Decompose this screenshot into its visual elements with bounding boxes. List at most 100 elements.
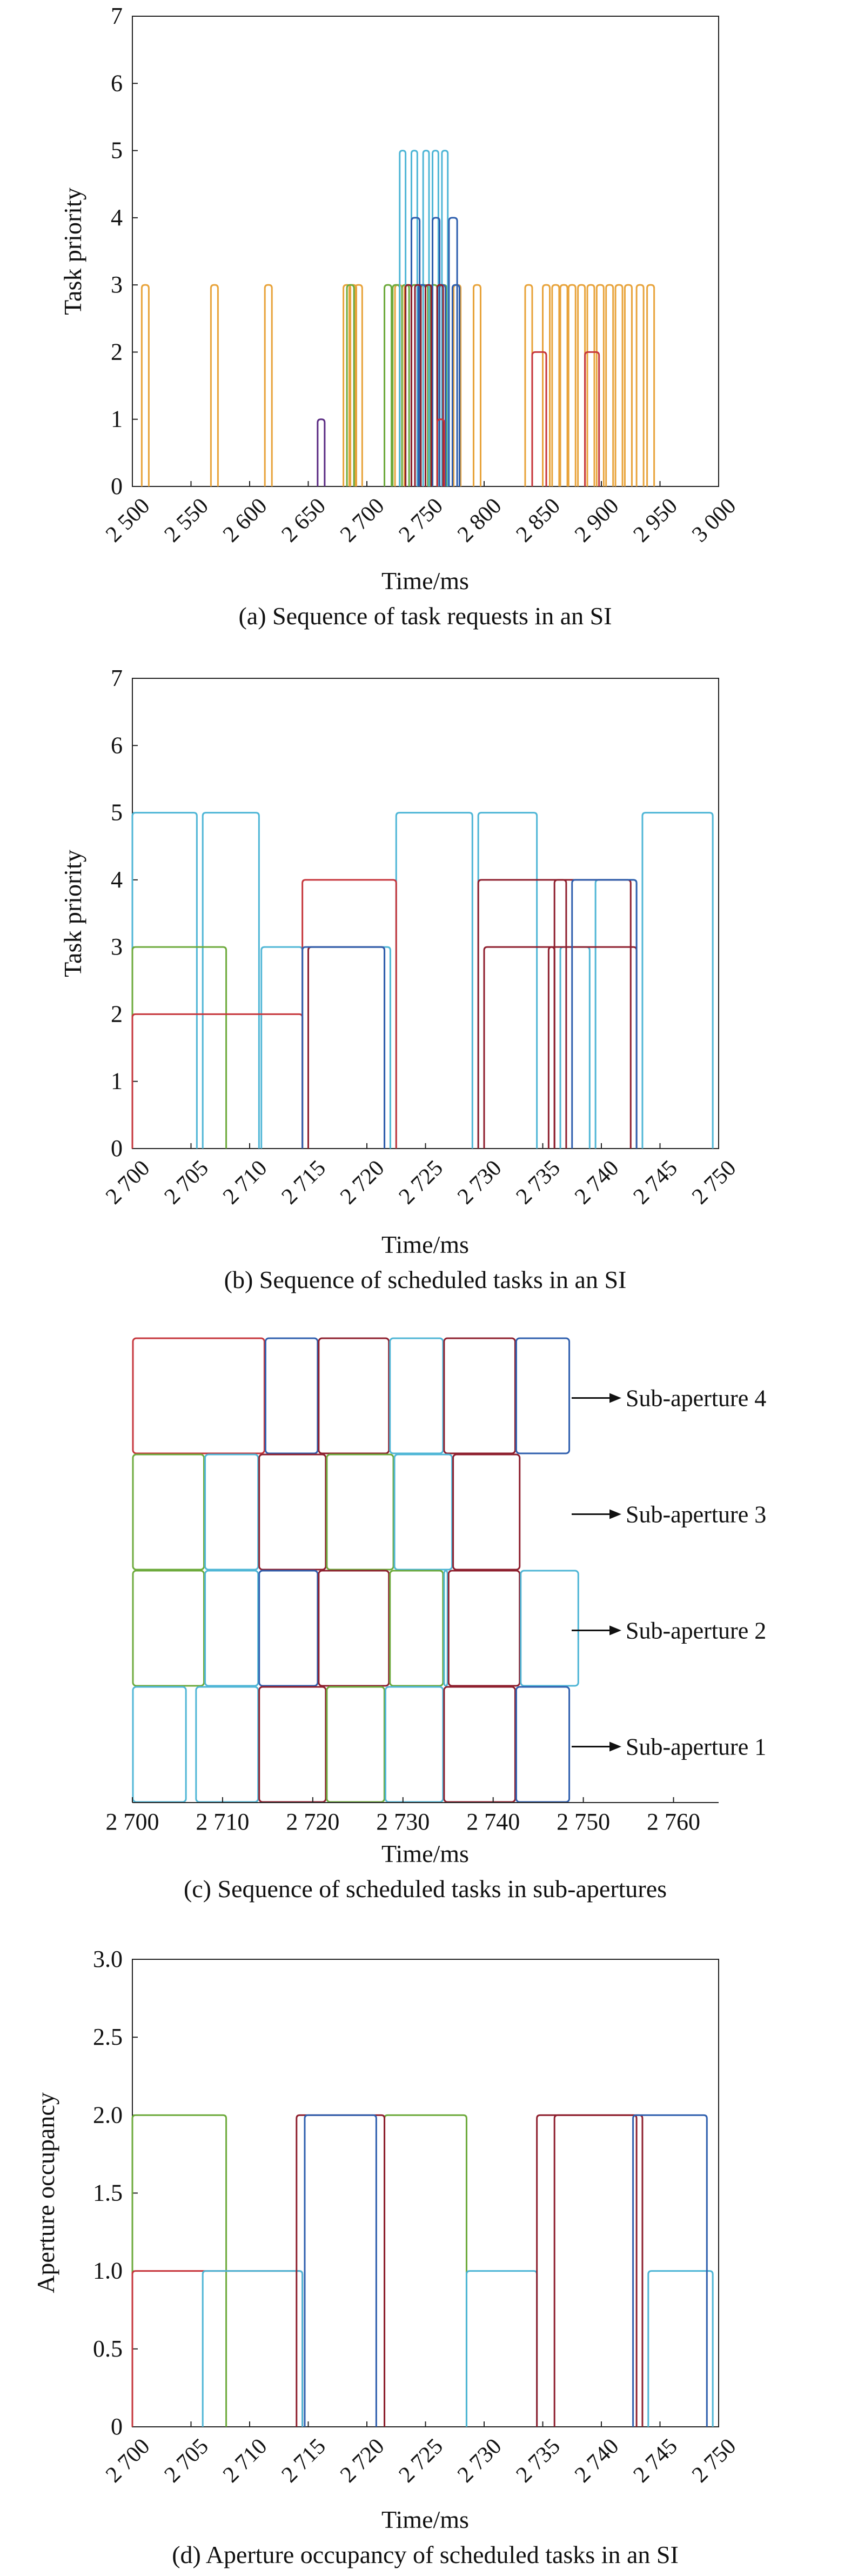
caption-a: (a) Sequence of task requests in an SI [238, 602, 612, 630]
task-pulse-red [131, 1013, 304, 1149]
ytick-label: 1 [111, 406, 123, 432]
task-pulse-green [346, 284, 355, 486]
task-block-green [132, 1570, 205, 1687]
task-block-darkred [318, 1570, 390, 1687]
xtick-label: 2 710 [218, 2434, 272, 2487]
task-pulse-cyan [432, 150, 439, 486]
task-pulse-orange [551, 284, 560, 486]
arrow-head-icon [609, 1393, 621, 1403]
task-pulse-cyan [395, 812, 473, 1149]
task-pulse-blue [410, 217, 421, 486]
task-pulse-cyan [647, 2270, 714, 2427]
ytick-label: 3.0 [93, 1946, 123, 1972]
lane-label: Sub-aperture 3 [626, 1501, 766, 1528]
ytick-label: 7 [111, 3, 123, 29]
task-pulse-cyan [441, 150, 449, 486]
ytick-label: 0 [111, 473, 123, 499]
ytick-label: 5 [111, 137, 123, 164]
task-pulse-orange [394, 284, 403, 486]
task-pulse-blue [304, 2114, 377, 2427]
ylabel-b: Task priority [59, 850, 86, 977]
task-pulse-orange [646, 284, 655, 486]
xtick-label: 2 700 [101, 2434, 155, 2487]
xtick-label: 2 760 [647, 1808, 700, 1835]
task-pulse-cyan [641, 812, 714, 1149]
task-pulse-orange [524, 284, 533, 486]
xtick-label: 2 715 [277, 2434, 331, 2487]
task-block-cyan [204, 1570, 259, 1687]
task-block-red [132, 1337, 265, 1454]
task-pulse-darkred [405, 284, 412, 486]
task-block-cyan [520, 1570, 579, 1687]
task-block-cyan [132, 1686, 187, 1803]
task-pulse-green [131, 2114, 227, 2427]
ytick-label: 4 [111, 866, 123, 893]
task-pulse-darkred [477, 879, 567, 1149]
xtick-label: 2 735 [512, 1156, 565, 1209]
ytick-label: 4 [111, 204, 123, 231]
task-pulse-green [392, 284, 401, 486]
task-pulse-orange [586, 284, 595, 486]
task-pulse-darkred [436, 284, 444, 486]
ytick-label: 0 [111, 1135, 123, 1162]
xtick-label: 2 800 [453, 493, 506, 547]
task-pulse-red [436, 418, 445, 486]
ylabel-a: Task priority [59, 188, 86, 315]
task-pulse-orange [605, 284, 614, 486]
task-block-blue [258, 1570, 319, 1687]
xtick-label: 2 705 [160, 1156, 213, 1209]
xtick-label: 2 745 [629, 1156, 682, 1209]
task-pulse-orange [567, 284, 577, 486]
task-pulse-cyan [260, 946, 304, 1149]
task-pulse-green [384, 284, 393, 486]
xlabel-c: Time/ms [381, 1840, 469, 1867]
task-pulse-green [131, 946, 227, 1149]
task-pulse-orange [472, 284, 481, 486]
arrow-head-icon [609, 1625, 621, 1636]
task-pulse-darkred [414, 284, 422, 486]
xtick-label: 2 740 [570, 2434, 624, 2487]
xtick-label: 2 650 [277, 493, 331, 547]
task-pulse-darkred [536, 2114, 638, 2427]
ytick-label: 0.5 [93, 2335, 123, 2362]
task-pulse-cyan [202, 2270, 304, 2427]
task-block-cyan [389, 1337, 444, 1454]
xtick-label: 2 600 [218, 493, 272, 547]
xtick-label: 2 740 [466, 1808, 520, 1835]
task-pulse-darkred [547, 946, 638, 1149]
ytick-label: 7 [111, 665, 123, 691]
xtick-label: 2 720 [336, 2434, 389, 2487]
task-pulse-orange [635, 284, 645, 486]
xtick-label: 2 725 [394, 1156, 448, 1209]
task-pulse-purple [317, 418, 326, 486]
xtick-label: 2 710 [218, 1156, 272, 1209]
task-block-cyan [204, 1453, 259, 1571]
task-pulse-green [420, 284, 429, 486]
task-block-darkred [258, 1453, 327, 1571]
ticks-d: 2 700 2 705 2 710 2 715 2 720 2 725 2 730 2 735… [93, 1946, 741, 2487]
task-pulse-darkred [307, 946, 386, 1149]
ylabel-d: Aperture occupancy [32, 2092, 59, 2293]
task-block-cyan [195, 1686, 259, 1803]
task-block-cyan [384, 1686, 444, 1803]
marks-d [131, 2114, 714, 2427]
task-pulse-orange [542, 284, 551, 486]
task-pulse-orange [577, 284, 586, 486]
task-block-darkred [447, 1570, 521, 1687]
ytick-label: 2.5 [93, 2024, 123, 2050]
task-pulse-orange [595, 284, 605, 486]
xtick-label: 2 750 [557, 1808, 610, 1835]
task-pulse-orange [140, 284, 150, 486]
task-pulse-orange [614, 284, 624, 486]
task-pulse-cyan [399, 150, 407, 486]
ytick-label: 1 [111, 1068, 123, 1095]
xtick-label: 3 000 [687, 493, 741, 547]
task-pulse-cyan [465, 2270, 538, 2427]
plot-frame-d [132, 1959, 719, 2427]
task-block-blue [264, 1337, 319, 1454]
xtick-label: 2 715 [277, 1156, 331, 1209]
xtick-label: 2 900 [570, 493, 624, 547]
arrow-head-icon [609, 1509, 621, 1519]
task-pulse-darkred [483, 946, 555, 1149]
